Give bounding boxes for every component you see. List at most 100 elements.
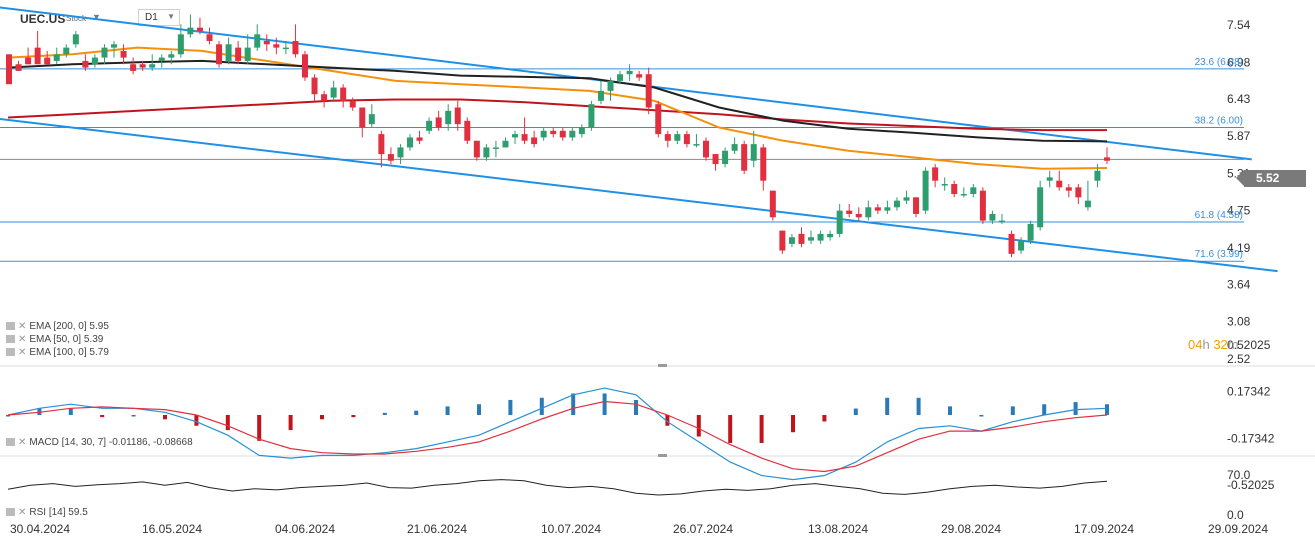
candle-body	[1027, 223, 1034, 241]
candle	[750, 130, 757, 168]
macd-histogram-bar	[414, 410, 419, 415]
close-icon[interactable]: ✕	[18, 437, 27, 448]
date-axis-label: 29.09.2024	[1208, 522, 1268, 536]
chevron-down-icon: ▼	[167, 12, 175, 21]
candle-body	[359, 107, 366, 128]
candle	[1008, 230, 1015, 258]
candle-body	[836, 210, 843, 234]
macd-histogram-bar	[853, 408, 858, 415]
candle-body	[426, 120, 433, 131]
close-icon[interactable]: ✕	[18, 507, 27, 518]
candle	[712, 154, 719, 171]
candle-body	[473, 140, 480, 158]
symbol-label[interactable]: UEC.US	[20, 12, 66, 26]
candle	[1027, 220, 1034, 244]
ema50-legend[interactable]: ✕ EMA [50, 0] 5.39	[6, 334, 103, 345]
candle-body	[301, 54, 308, 78]
candle	[531, 130, 538, 148]
macd-histogram-bar	[225, 415, 230, 431]
candle	[101, 44, 108, 65]
close-icon[interactable]: ✕	[18, 347, 27, 358]
candle	[1104, 147, 1110, 165]
candle	[263, 34, 270, 51]
price-tick-label: 3.08	[1227, 315, 1251, 329]
price-tick-label: 6.98	[1227, 55, 1251, 69]
candle-body	[196, 27, 203, 31]
candle-body	[1037, 187, 1044, 228]
timeframe-select[interactable]: D1 ▼	[138, 9, 180, 26]
macd-tick-label: 0.52025	[1227, 338, 1271, 352]
rsi-tick-label: 0.0	[1227, 508, 1244, 522]
candle-body	[349, 100, 356, 108]
candle-body	[893, 200, 900, 208]
candle	[149, 54, 156, 71]
macd-histogram-bar	[602, 393, 607, 415]
date-axis-label: 30.04.2024	[10, 522, 70, 536]
macd-histogram-bar	[100, 415, 105, 418]
candle-body	[492, 147, 499, 149]
candle	[235, 40, 242, 65]
candle	[311, 74, 318, 101]
indicator-settings-icon[interactable]	[6, 438, 15, 446]
candle	[454, 100, 461, 131]
candle	[540, 127, 547, 141]
candle-body	[769, 190, 776, 218]
date-axis-label: 04.06.2024	[275, 522, 335, 536]
candle	[502, 137, 509, 148]
macd-histogram-bar	[163, 415, 167, 420]
rsi-legend[interactable]: ✕ RSI [14] 59.5	[6, 507, 88, 518]
candle-body	[1084, 200, 1091, 208]
moving-average-line	[7, 98, 1107, 132]
chart-header: UEC.US Stock ▼ D1 ▼	[0, 0, 1315, 30]
signal-line	[7, 400, 1108, 473]
candle-body	[741, 144, 748, 171]
close-icon[interactable]: ✕	[18, 334, 27, 345]
candle-body	[25, 57, 32, 65]
candle-body	[683, 134, 690, 145]
indicator-settings-icon[interactable]	[6, 348, 15, 356]
candle-body	[903, 197, 910, 201]
candle	[120, 44, 127, 65]
symbol-dropdown-icon[interactable]: ▼	[92, 12, 101, 22]
candle	[177, 24, 184, 58]
rsi-tick-label: 70.0	[1227, 468, 1251, 482]
candle	[655, 100, 662, 138]
candle-body	[6, 54, 12, 85]
macd-legend[interactable]: ✕ MACD [14, 30, 7] -0.01186, -0.08668	[6, 437, 193, 448]
candle-body	[1046, 177, 1053, 181]
ema100-legend-text: EMA [100, 0] 5.79	[29, 347, 109, 358]
date-axis-label: 26.07.2024	[673, 522, 733, 536]
candle-body	[397, 147, 404, 158]
indicator-settings-icon[interactable]	[6, 322, 15, 330]
candle	[989, 210, 996, 224]
candle-body	[206, 34, 213, 41]
date-axis-label: 10.07.2024	[541, 522, 601, 536]
price-tick-label: 4.19	[1227, 241, 1251, 255]
candle	[808, 230, 815, 244]
candle-body	[483, 147, 490, 158]
candle-body	[1104, 157, 1110, 161]
candle	[550, 127, 557, 138]
candle-body	[588, 104, 595, 128]
candle	[693, 134, 700, 148]
indicator-settings-icon[interactable]	[6, 335, 15, 343]
indicator-settings-icon[interactable]	[6, 508, 15, 516]
candle	[970, 184, 977, 198]
countdown-m: m	[1227, 337, 1239, 352]
candle-body	[636, 74, 643, 78]
close-icon[interactable]: ✕	[18, 321, 27, 332]
candle	[82, 54, 89, 71]
candle-body	[664, 134, 671, 141]
candle	[301, 50, 308, 81]
ema100-legend[interactable]: ✕ EMA [100, 0] 5.79	[6, 347, 109, 358]
candle	[359, 107, 366, 138]
candle-body	[865, 207, 872, 218]
candle	[473, 140, 480, 161]
panel-resize-handle	[658, 454, 667, 457]
ema200-legend[interactable]: ✕ EMA [200, 0] 5.95	[6, 321, 109, 332]
moving-average-line	[7, 46, 1108, 170]
candle	[865, 200, 872, 221]
candle-body	[378, 134, 385, 155]
price-tick-label: 3.64	[1227, 277, 1251, 291]
